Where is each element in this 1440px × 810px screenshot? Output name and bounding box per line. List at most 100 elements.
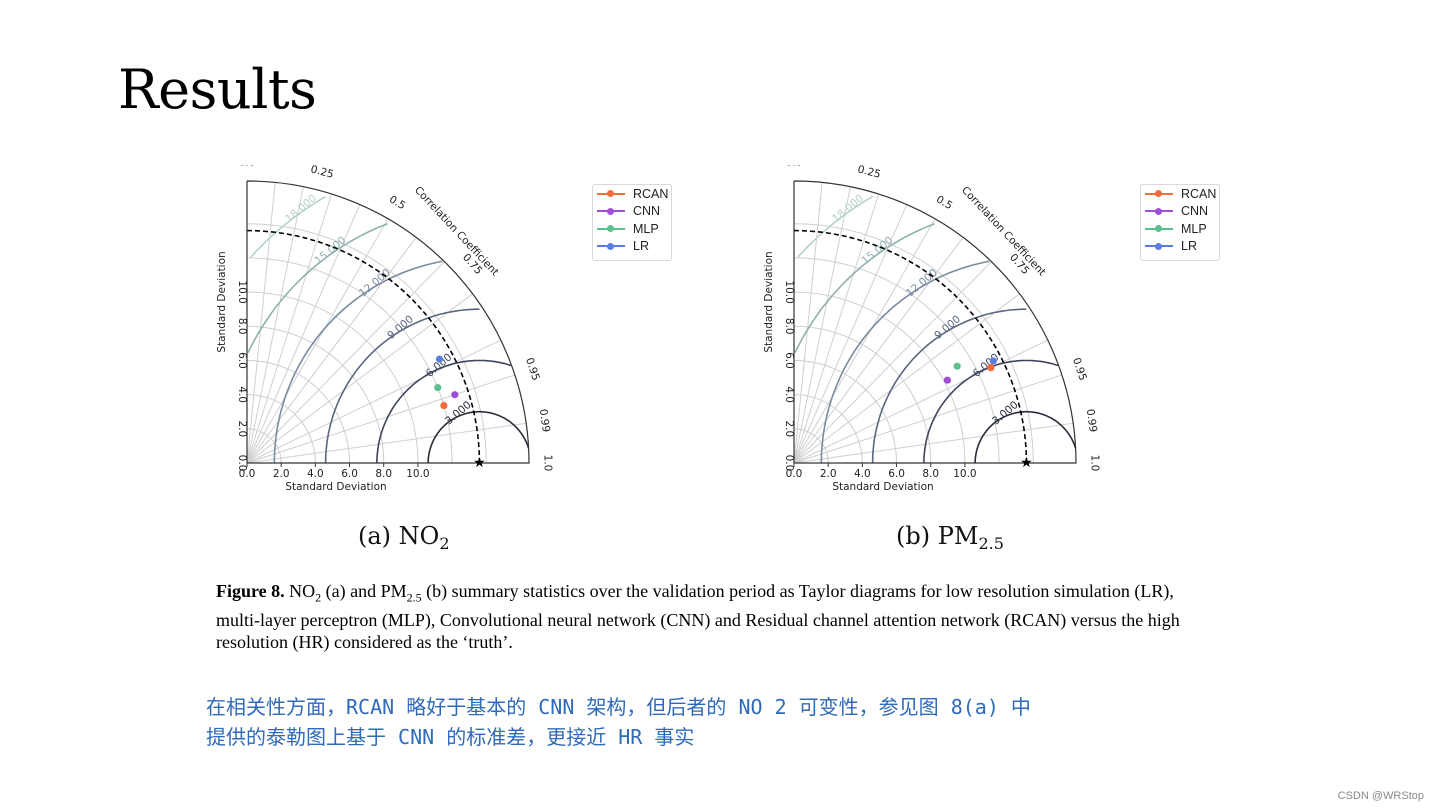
- corr-grid-line: [246, 261, 445, 464]
- y-tick-label: 2.0: [236, 420, 248, 437]
- corr-grid-line: [246, 237, 417, 464]
- subcaption-text: (a) NO: [358, 522, 440, 550]
- diagram-frame: [246, 180, 530, 464]
- subcaption-subscript: 2.5: [978, 534, 1004, 553]
- x-tick-label: 4.0: [854, 468, 871, 480]
- rms-contour-label: 12.000: [357, 267, 393, 300]
- legend-pm25: RCAN CNN MLP LR: [1140, 184, 1220, 261]
- watermark: CSDN @WRStop: [1337, 790, 1424, 802]
- corr-grid-line: [246, 193, 333, 464]
- y-tick-label: 6.0: [236, 352, 248, 369]
- corr-grid-line: [246, 374, 516, 464]
- subcaption-text: (b) PM: [896, 522, 979, 550]
- corr-tick-label: 0.0: [239, 165, 256, 169]
- legend-marker-cnn: [1145, 207, 1173, 215]
- std-grid-arc: [793, 223, 1034, 464]
- caption-sub-1: 2: [315, 590, 322, 605]
- x-tick-label: 2.0: [273, 468, 290, 480]
- corr-tick-label: 0.99: [537, 408, 552, 433]
- slide-title: Results: [118, 58, 317, 121]
- x-tick-label: 4.0: [307, 468, 324, 480]
- corr-axis-title: Correlation Coefficient: [959, 184, 1048, 278]
- rms-contour: [974, 410, 1077, 463]
- subcaption-no2: (a) NO2: [358, 522, 450, 553]
- rms-contour-label: 12.000: [904, 267, 940, 300]
- x-tick-label: 8.0: [922, 468, 939, 480]
- reference-std-arc: [793, 229, 1028, 464]
- point-cnn: [943, 376, 952, 384]
- legend-item-lr: LR: [593, 238, 671, 256]
- diagram-frame: [793, 180, 1077, 464]
- x-tick-label: 2.0: [820, 468, 837, 480]
- x-tick-label: 8.0: [375, 468, 392, 480]
- corr-grid-line: [246, 182, 276, 464]
- corr-grid-line: [793, 339, 1049, 464]
- subcaption-pm25: (b) PM2.5: [896, 522, 1004, 553]
- legend-marker-lr: [1145, 242, 1173, 250]
- legend-label-mlp: MLP: [633, 221, 659, 236]
- point-rcan: [440, 401, 448, 410]
- corr-tick-label: 0.0: [786, 165, 803, 169]
- rms-contour: [273, 260, 443, 464]
- corr-tick-label: 1.0: [1088, 455, 1100, 472]
- rms-contour: [376, 359, 512, 463]
- y-tick-label: 4.0: [783, 386, 795, 403]
- legend-label-mlp: MLP: [1181, 221, 1207, 236]
- note-line-2: 提供的泰勒图上基于 CNN 的标准差，更接近 HR 事实: [206, 725, 695, 749]
- rms-contour: [250, 195, 327, 258]
- corr-tick-label: 0.5: [387, 193, 407, 212]
- legend-item-mlp: MLP: [593, 220, 671, 238]
- legend-item-lr: LR: [1141, 238, 1219, 256]
- rms-contour: [797, 195, 874, 258]
- legend-marker-cnn: [597, 207, 625, 215]
- corr-grid-line: [793, 193, 880, 464]
- corr-grid-line: [793, 374, 1063, 464]
- x-tick-label: 6.0: [888, 468, 905, 480]
- point-lr: [435, 355, 444, 363]
- point-cnn: [451, 391, 459, 399]
- std-grid-arc: [246, 359, 351, 464]
- point-mlp: [953, 362, 961, 370]
- corr-axis-title: Correlation Coefficient: [412, 184, 501, 278]
- reference-star-marker: ★: [473, 455, 486, 471]
- figure-label: Figure 8.: [216, 581, 285, 601]
- y-axis-title: Standard Deviation: [763, 251, 775, 352]
- legend-label-lr: LR: [1181, 239, 1197, 254]
- x-axis-title: Standard Deviation: [832, 481, 933, 493]
- rms-contour: [794, 222, 935, 353]
- rms-contour: [820, 260, 990, 464]
- legend-label-rcan: RCAN: [1181, 186, 1217, 201]
- corr-grid-line: [246, 218, 389, 464]
- point-mlp: [434, 384, 442, 392]
- reference-star-marker: ★: [1020, 455, 1033, 471]
- corr-grid-line: [793, 261, 992, 464]
- corr-tick-label: 0.99: [1084, 408, 1099, 433]
- corr-tick-label: 0.95: [523, 356, 542, 382]
- x-tick-label: 0.0: [786, 468, 803, 480]
- caption-part-1: NO: [284, 581, 316, 601]
- point-lr: [989, 357, 997, 365]
- caption-sub-2: 2.5: [406, 590, 422, 605]
- legend-marker-rcan: [1145, 190, 1173, 198]
- legend-item-rcan: RCAN: [1141, 185, 1219, 203]
- corr-grid-line: [793, 422, 1074, 464]
- legend-item-rcan: RCAN: [593, 185, 671, 203]
- y-tick-label: 10.0: [783, 280, 795, 303]
- corr-grid-line: [793, 182, 823, 464]
- reference-std-arc: [246, 229, 481, 464]
- point-rcan: [987, 364, 995, 372]
- corr-tick-label: 0.95: [1070, 356, 1089, 382]
- y-tick-label: 6.0: [783, 352, 795, 369]
- std-grid-arc: [793, 359, 898, 464]
- legend-marker-mlp: [1145, 225, 1173, 233]
- rms-contour: [427, 410, 530, 463]
- corr-tick-label: 1.0: [541, 455, 553, 472]
- corr-tick-label: 0.5: [934, 193, 954, 212]
- std-grid-arc: [246, 257, 453, 464]
- note-line-1: 在相关性方面，RCAN 略好于基本的 CNN 架构，但后者的 NO 2 可变性，…: [206, 695, 1031, 719]
- y-tick-label: 2.0: [783, 420, 795, 437]
- legend-item-cnn: CNN: [1141, 203, 1219, 221]
- legend-item-cnn: CNN: [593, 203, 671, 221]
- caption-part-3: (b) summary statistics over the validati…: [216, 581, 1180, 652]
